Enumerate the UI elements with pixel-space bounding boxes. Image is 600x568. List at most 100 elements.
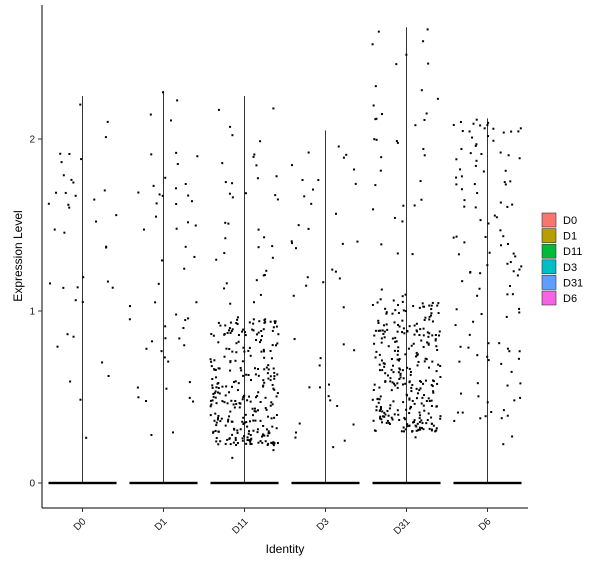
data-point-D11 [227, 329, 230, 332]
data-point-D31 [401, 300, 404, 303]
data-point-D11 [267, 377, 270, 380]
data-point-D6 [452, 123, 455, 126]
data-point-D31 [377, 329, 380, 332]
data-point-D31 [403, 332, 406, 335]
data-point-D11 [274, 194, 277, 197]
data-point-D31 [390, 368, 393, 371]
x-tick-label-D31: D31 [392, 516, 413, 537]
data-point-D0 [82, 276, 85, 279]
data-point-D11 [210, 403, 213, 406]
data-point-D31 [405, 394, 408, 397]
data-point-D11 [216, 418, 219, 421]
data-point-D3 [322, 281, 325, 284]
data-point-D0 [63, 231, 66, 234]
data-point-D6 [518, 157, 521, 160]
data-point-D31 [380, 359, 383, 362]
data-point-D31 [391, 337, 394, 340]
data-point-D11 [235, 321, 238, 324]
data-point-D11 [231, 196, 234, 199]
data-point-D1 [128, 318, 131, 321]
data-point-D11 [273, 320, 276, 323]
data-point-D31 [375, 405, 378, 408]
data-point-D11 [263, 319, 266, 322]
data-point-D0 [70, 178, 73, 181]
data-point-D11 [276, 392, 279, 395]
data-point-D31 [428, 400, 431, 403]
data-point-D6 [518, 307, 521, 310]
data-point-D31 [393, 216, 396, 219]
data-point-D31 [377, 30, 380, 33]
data-point-D31 [427, 397, 430, 400]
data-point-D11 [237, 382, 240, 385]
data-point-D6 [502, 443, 505, 446]
data-point-D31 [390, 389, 393, 392]
data-point-D1 [184, 245, 187, 248]
data-point-D6 [476, 382, 479, 385]
data-point-D31 [402, 309, 405, 312]
data-point-D11 [234, 439, 237, 442]
data-point-D1 [183, 344, 186, 347]
data-point-D11 [215, 386, 218, 389]
data-point-D0 [93, 198, 96, 201]
data-point-D6 [509, 261, 512, 264]
data-point-D31 [416, 392, 419, 395]
data-point-D31 [377, 401, 380, 404]
data-point-D6 [460, 392, 463, 395]
data-point-D31 [381, 369, 384, 372]
data-point-D31 [409, 370, 412, 373]
data-point-D31 [416, 354, 419, 357]
data-point-D31 [431, 360, 434, 363]
data-point-D31 [427, 366, 430, 369]
data-point-D1 [183, 267, 186, 270]
data-point-D6 [506, 384, 509, 387]
data-point-D6 [480, 153, 483, 156]
y-tick-label-1: 1 [29, 307, 35, 318]
axes-layer [41, 5, 528, 509]
data-point-D3 [308, 386, 311, 389]
data-point-D31 [432, 390, 435, 393]
data-point-D11 [258, 341, 261, 344]
data-point-D31 [389, 377, 392, 380]
data-point-D31 [377, 322, 380, 325]
data-point-D6 [506, 347, 509, 350]
data-point-D31 [378, 398, 381, 401]
data-point-D31 [420, 426, 423, 429]
data-point-D6 [452, 236, 455, 239]
data-point-D0 [68, 206, 71, 209]
data-point-D31 [408, 398, 411, 401]
x-axis-title: Identity [266, 542, 305, 556]
data-point-D0 [107, 375, 110, 378]
data-point-D11 [267, 442, 270, 445]
data-point-D6 [499, 151, 502, 154]
data-point-D11 [228, 192, 231, 195]
data-point-D6 [516, 274, 519, 277]
data-point-D31 [372, 104, 375, 107]
data-point-D11 [226, 331, 229, 334]
data-point-D3 [352, 423, 355, 426]
data-point-D31 [416, 422, 419, 425]
legend-swatch-D1 [541, 228, 557, 243]
data-point-D11 [272, 107, 275, 110]
data-point-D1 [162, 91, 165, 94]
data-point-D1 [175, 313, 178, 316]
data-point-D11 [217, 386, 220, 389]
data-point-D31 [373, 342, 376, 345]
data-point-D11 [276, 198, 279, 201]
data-point-D11 [248, 346, 251, 349]
data-point-D31 [394, 309, 397, 312]
data-point-D11 [221, 400, 224, 403]
data-point-D6 [477, 395, 480, 398]
data-point-D31 [424, 379, 427, 382]
x-tick-label-D0: D0 [72, 516, 89, 533]
data-point-D11 [248, 439, 251, 442]
data-point-D11 [257, 391, 260, 394]
data-point-D6 [492, 127, 495, 130]
data-point-D3 [329, 399, 332, 402]
data-point-D6 [455, 235, 458, 238]
data-point-D31 [391, 381, 394, 384]
data-point-D31 [378, 363, 381, 366]
data-point-D3 [338, 277, 341, 280]
data-point-D31 [411, 383, 414, 386]
data-point-D11 [210, 333, 213, 336]
data-point-D31 [418, 426, 421, 429]
